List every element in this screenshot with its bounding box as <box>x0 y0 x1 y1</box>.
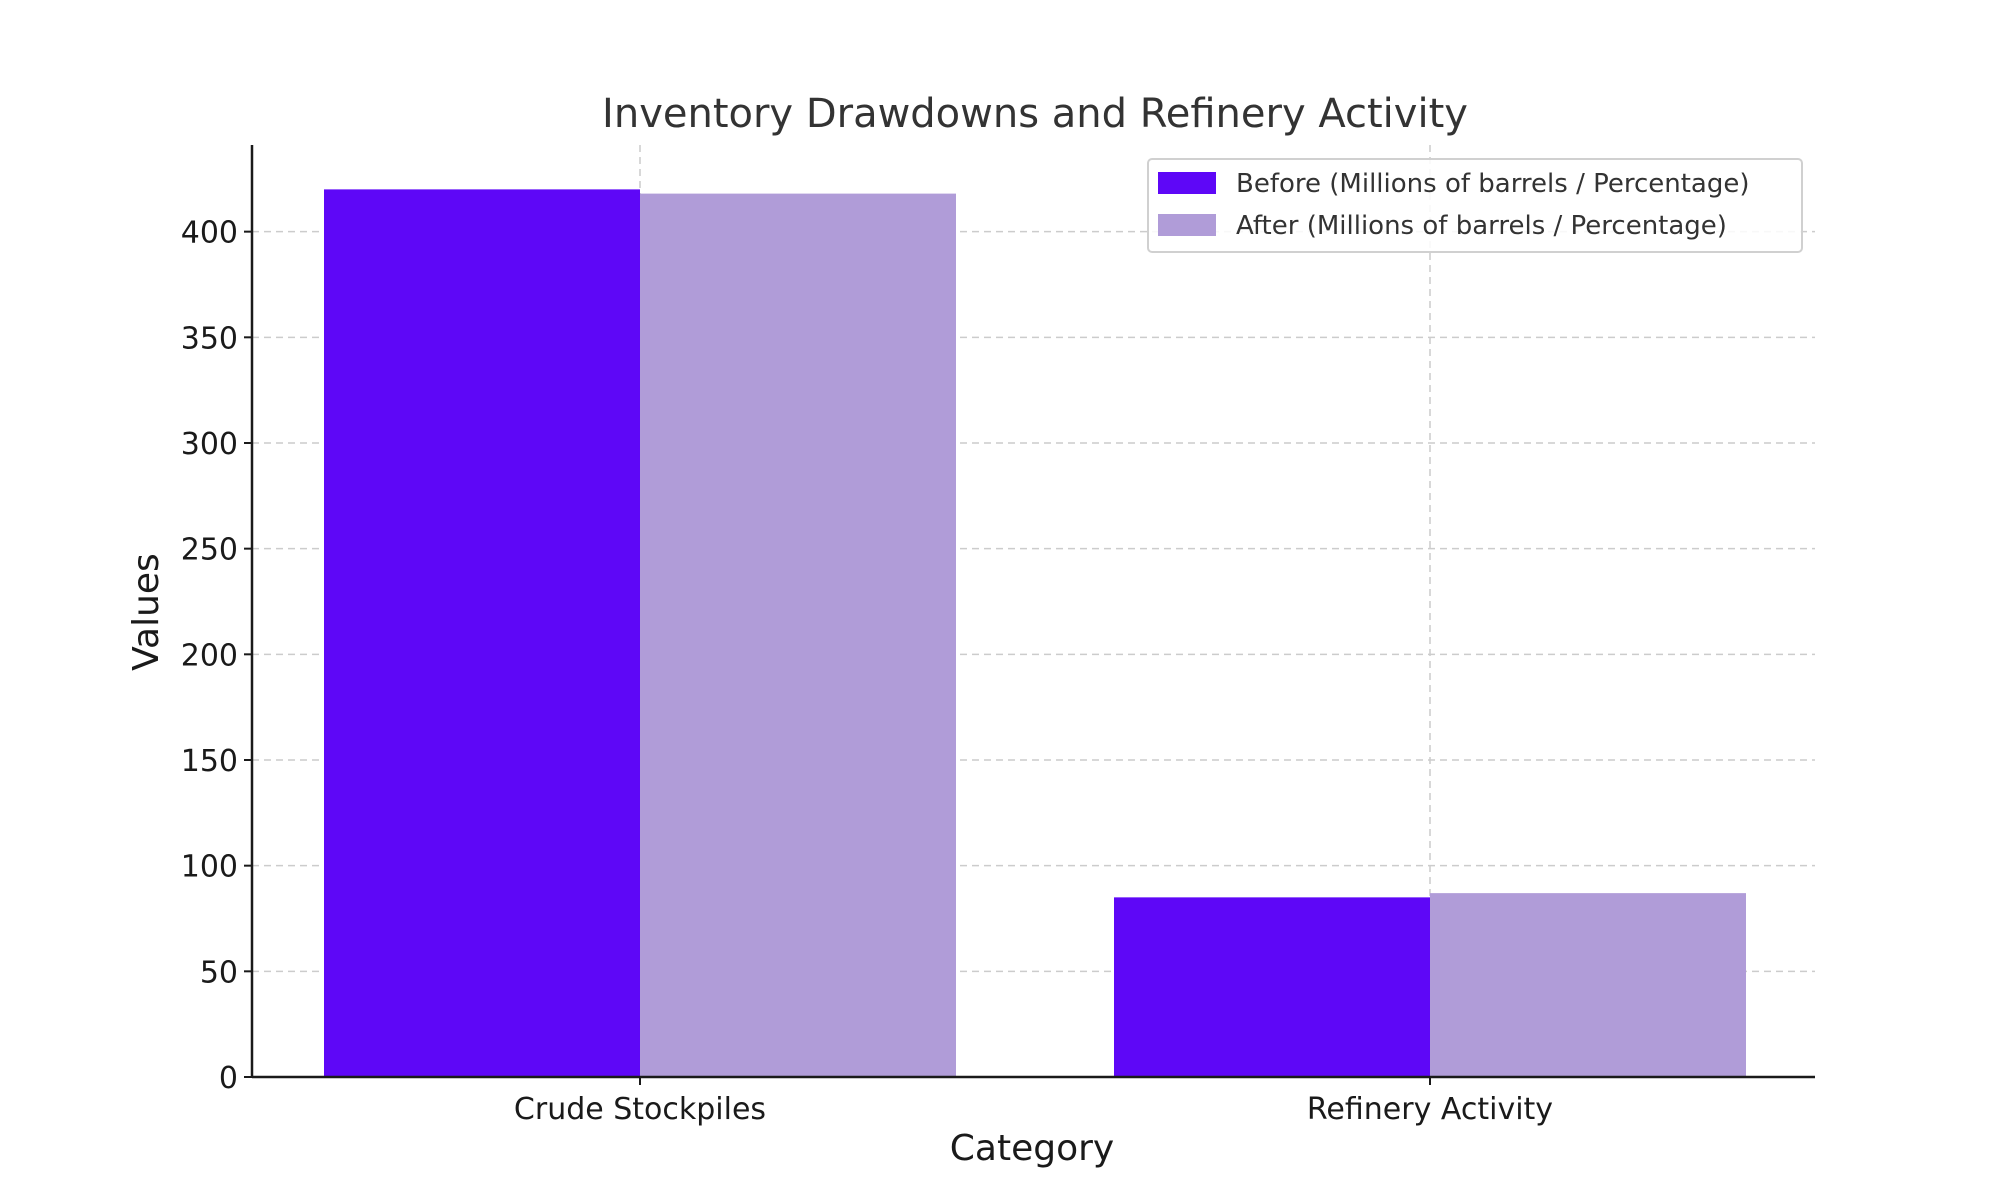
legend: Before (Millions of barrels / Percentage… <box>1147 158 1803 253</box>
y-tick-label: 100 <box>181 850 238 885</box>
y-tick-label: 150 <box>181 744 238 779</box>
x-tick-label: Refinery Activity <box>1307 1092 1553 1127</box>
bar-before-0 <box>324 189 640 1077</box>
bar-after-1 <box>1430 893 1746 1077</box>
x-ticks: Crude Stockpiles Refinery Activity <box>514 1077 1553 1127</box>
y-tick-label: 350 <box>181 321 238 356</box>
bars <box>324 189 1746 1077</box>
y-tick-label: 200 <box>181 638 238 673</box>
legend-label-after: After (Millions of barrels / Percentage) <box>1236 211 1727 241</box>
legend-box <box>1147 158 1803 253</box>
y-tick-label: 300 <box>181 427 238 462</box>
x-axis-label: Category <box>950 1128 1114 1169</box>
y-ticks: 0 50 100 150 200 250 300 350 400 <box>181 216 252 1096</box>
y-tick-label: 0 <box>219 1061 238 1096</box>
x-tick-label: Crude Stockpiles <box>514 1092 766 1127</box>
bar-after-0 <box>640 193 956 1077</box>
bar-before-1 <box>1114 897 1430 1077</box>
y-tick-label: 400 <box>181 216 238 251</box>
legend-swatch-after <box>1158 214 1216 236</box>
y-tick-label: 250 <box>181 533 238 568</box>
axes <box>250 145 1815 1079</box>
y-tick-label: 50 <box>200 955 238 990</box>
legend-swatch-before <box>1158 172 1216 194</box>
y-axis-label: Values <box>126 553 167 671</box>
chart-title: Inventory Drawdowns and Refinery Activit… <box>602 91 1468 137</box>
legend-label-before: Before (Millions of barrels / Percentage… <box>1236 169 1750 199</box>
